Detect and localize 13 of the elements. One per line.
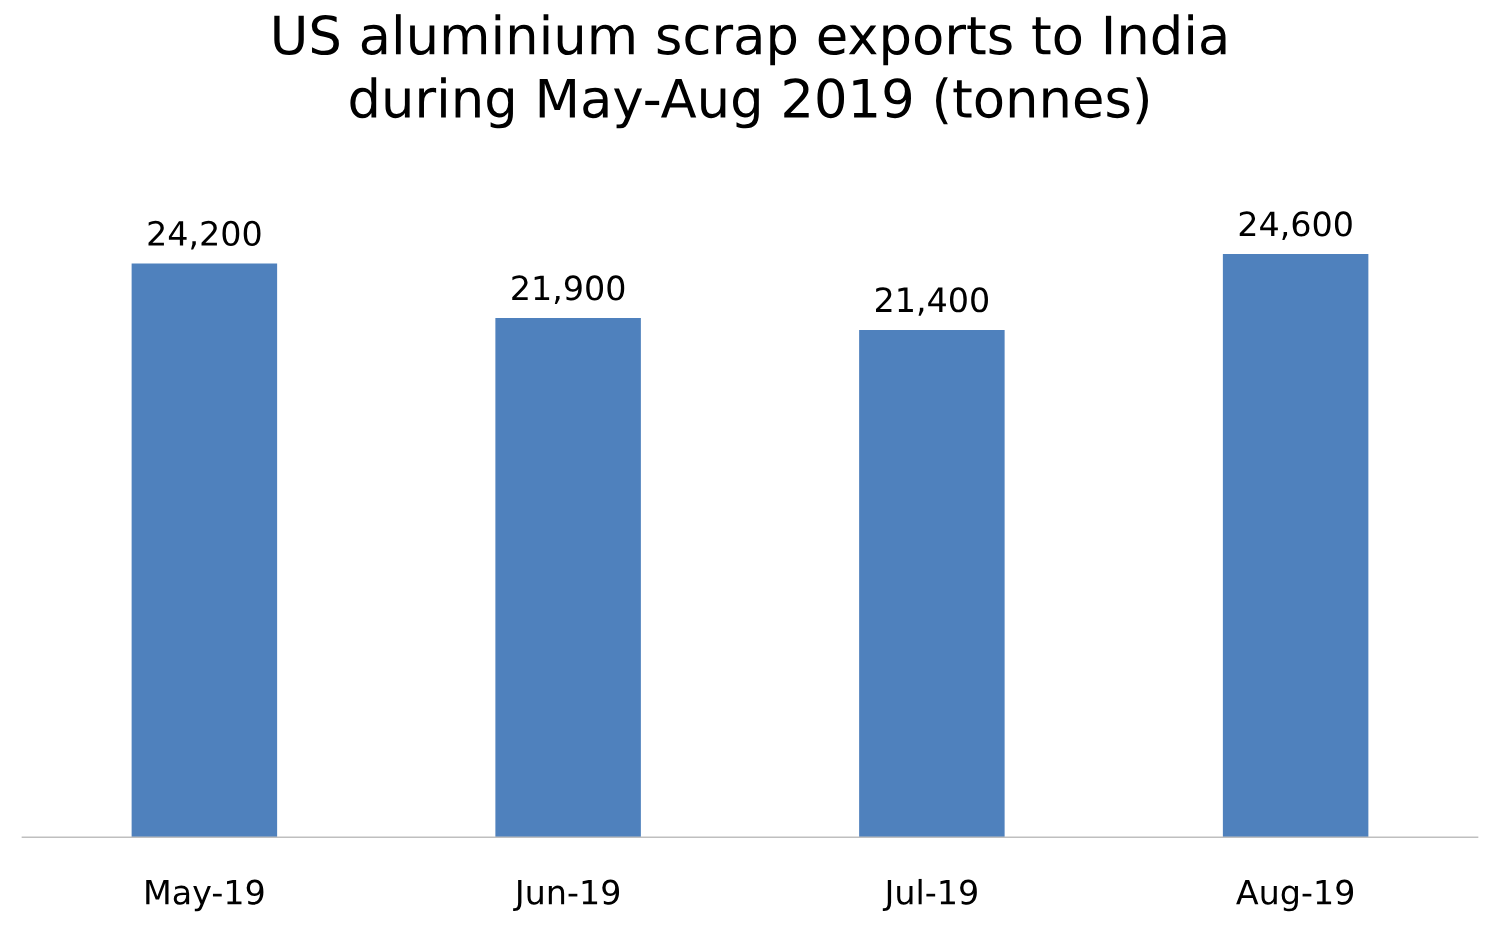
- x-tick-label: Jun-19: [513, 879, 620, 911]
- bar: [495, 318, 641, 838]
- x-tick-label: Aug-19: [1236, 879, 1354, 912]
- bar: [1222, 254, 1369, 838]
- bar: [859, 329, 1005, 838]
- bar: [131, 263, 278, 838]
- x-tick-label: May-19: [146, 879, 264, 912]
- data-label: 24,200: [148, 220, 261, 250]
- data-label: 24,600: [1239, 211, 1352, 240]
- data-label: 21,400: [876, 287, 988, 316]
- data-label: 21,900: [512, 275, 625, 304]
- chart-title: US aluminium scrap exports to India during May-Aug 2019 (tonnes): [274, 14, 1226, 129]
- x-tick-label: Jul-19: [882, 878, 977, 911]
